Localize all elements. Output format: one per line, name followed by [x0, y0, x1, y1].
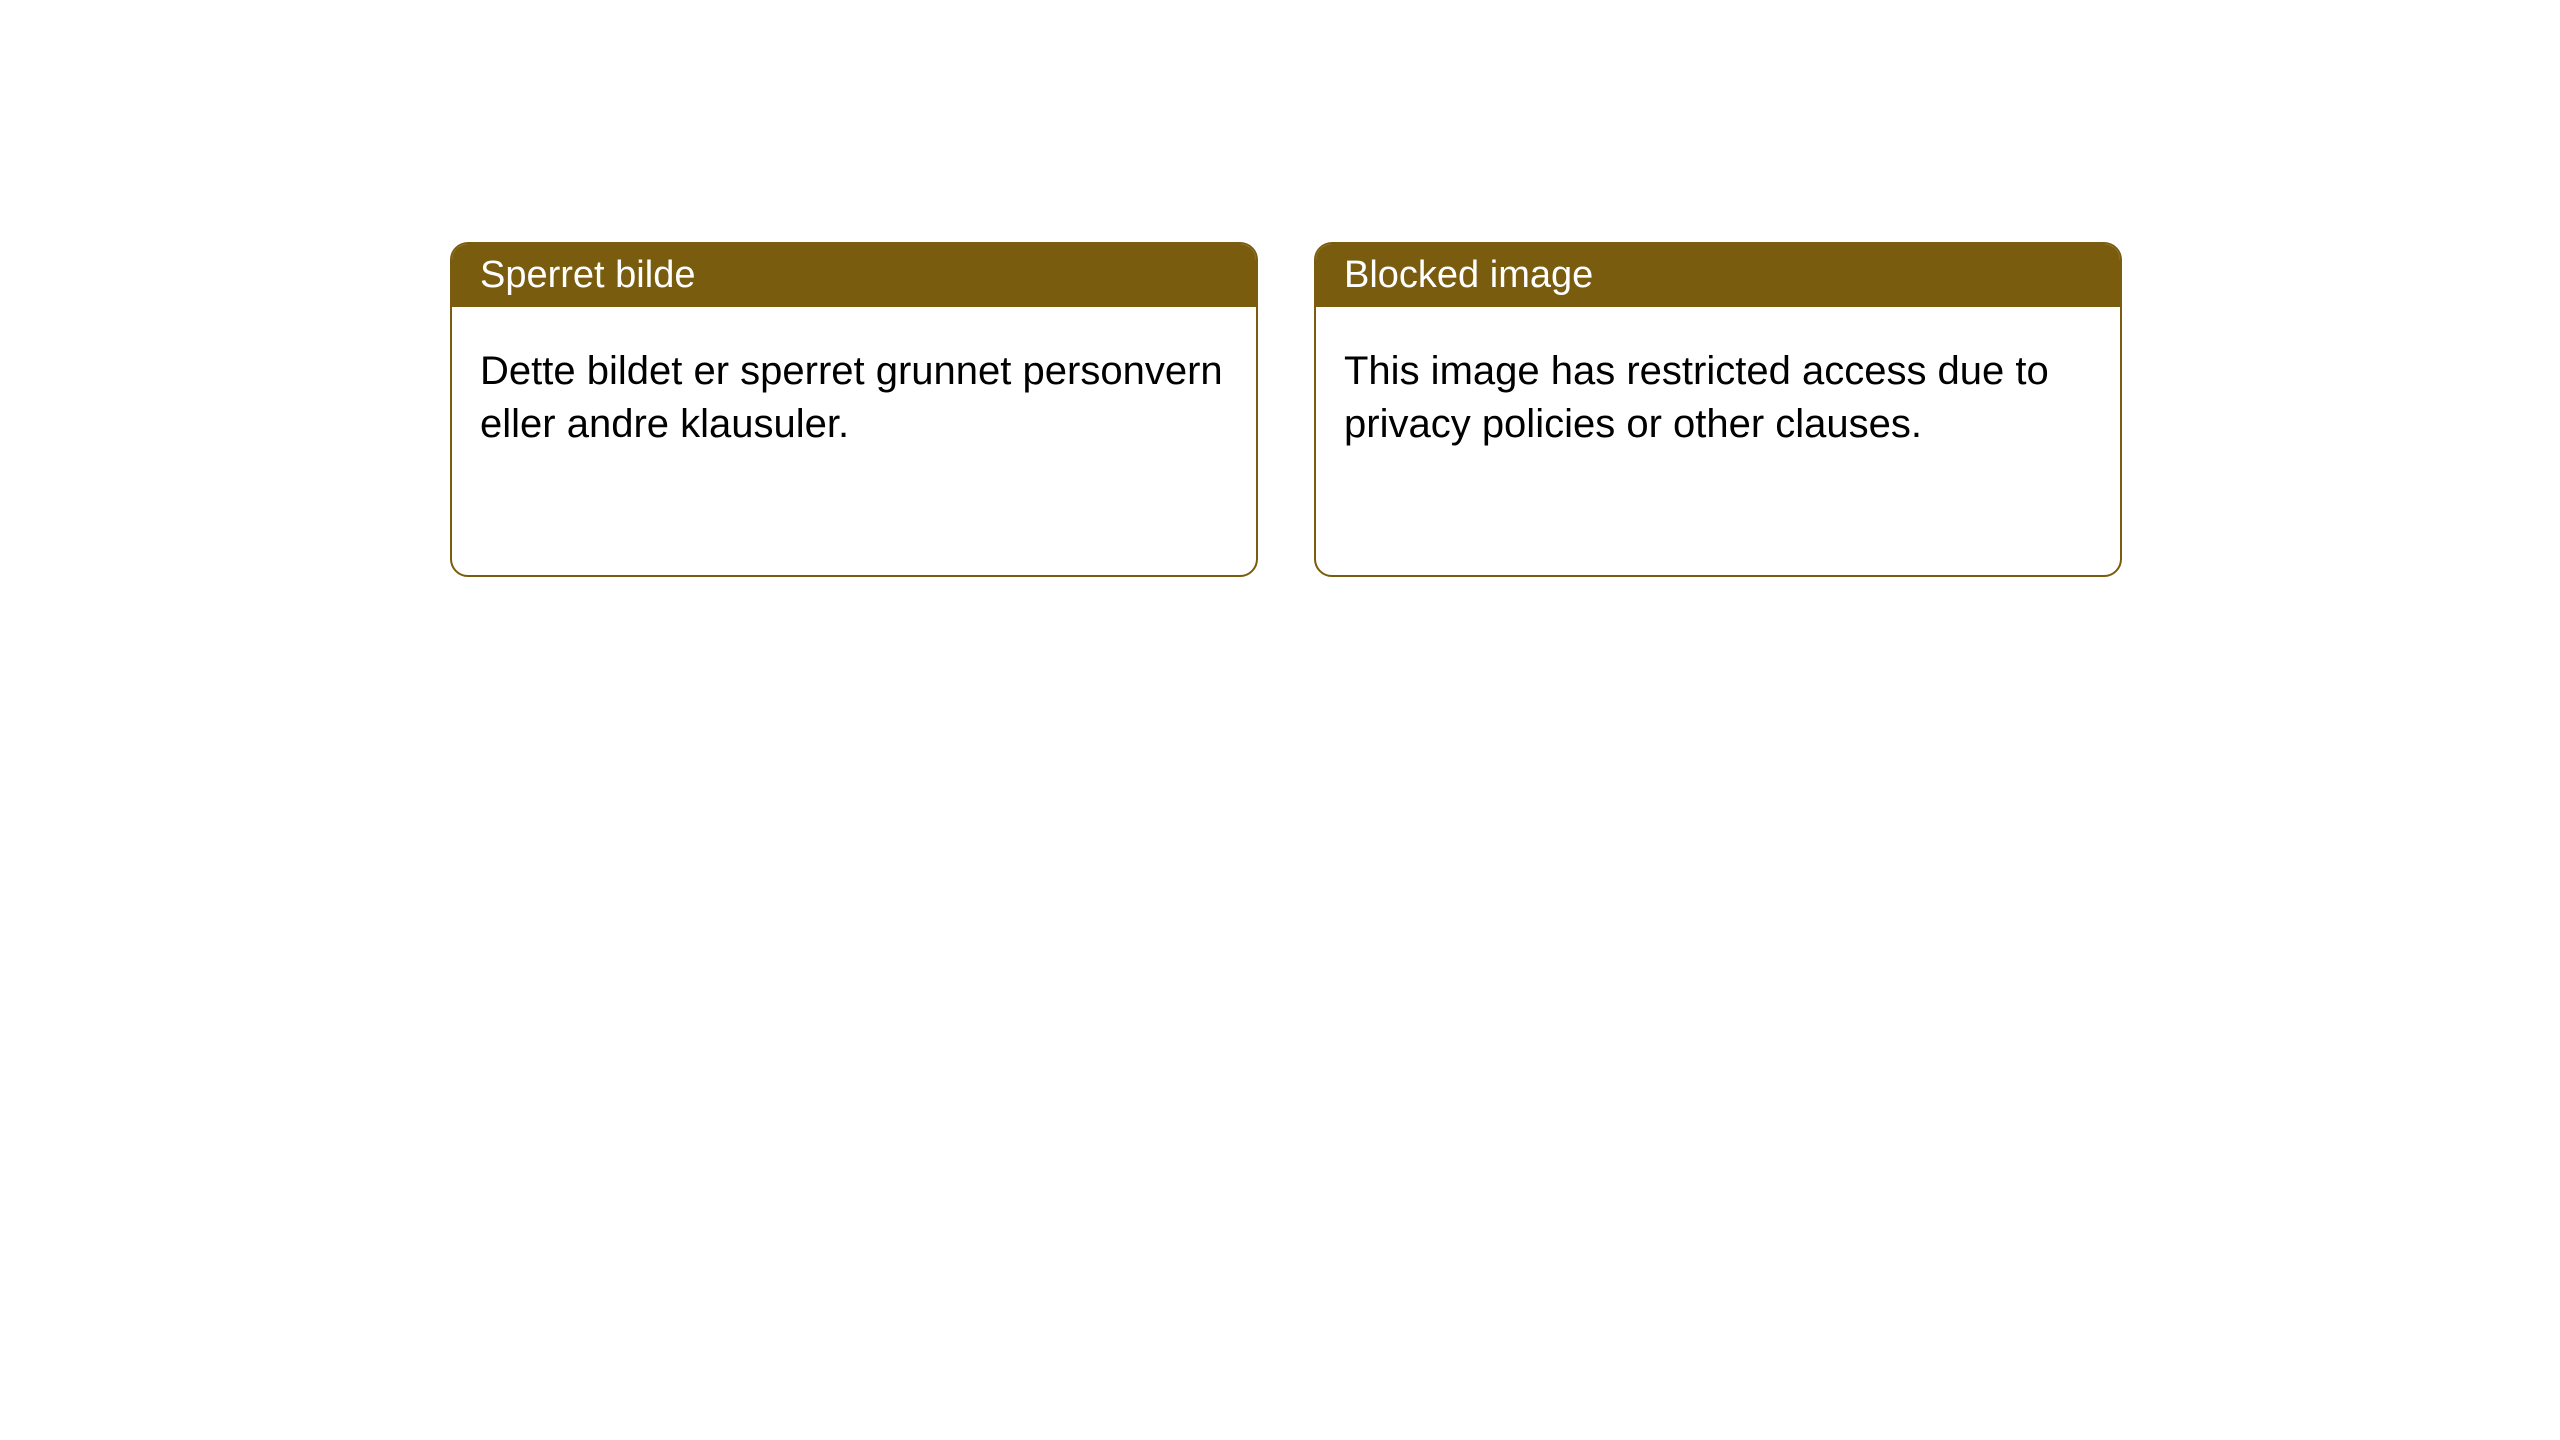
notice-card-body: Dette bildet er sperret grunnet personve… — [452, 307, 1256, 489]
notice-card-header: Sperret bilde — [452, 244, 1256, 307]
notice-card-title: Sperret bilde — [480, 254, 695, 296]
notice-card-english: Blocked image This image has restricted … — [1314, 242, 2122, 577]
notice-card-header: Blocked image — [1316, 244, 2120, 307]
notice-container: Sperret bilde Dette bildet er sperret gr… — [0, 0, 2560, 577]
notice-card-norwegian: Sperret bilde Dette bildet er sperret gr… — [450, 242, 1258, 577]
notice-card-body: This image has restricted access due to … — [1316, 307, 2120, 489]
notice-card-message: Dette bildet er sperret grunnet personve… — [480, 349, 1223, 446]
notice-card-title: Blocked image — [1344, 254, 1593, 296]
notice-card-message: This image has restricted access due to … — [1344, 349, 2049, 446]
